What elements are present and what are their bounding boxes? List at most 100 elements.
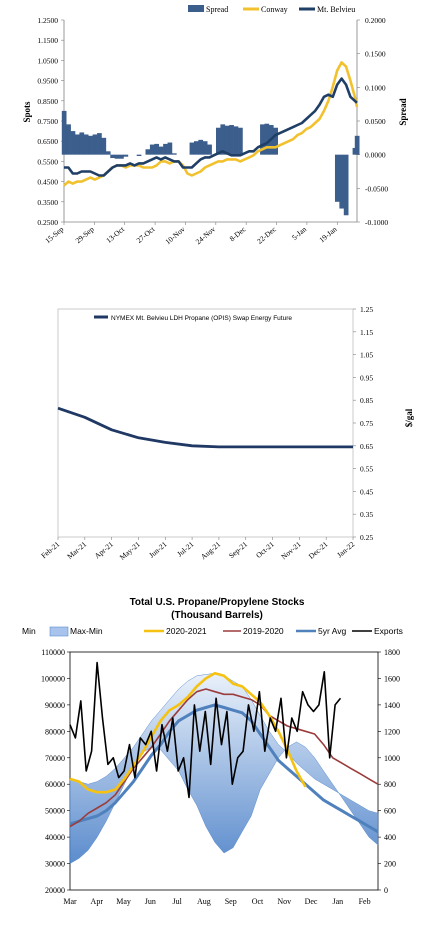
legend-label-exports: Exports bbox=[374, 626, 403, 636]
spread-bar bbox=[339, 154, 345, 209]
chart1-ytick-right-label: 0.1500 bbox=[365, 50, 386, 59]
chart2-ytick-label: 1.25 bbox=[360, 305, 373, 314]
spread-bar bbox=[264, 123, 270, 155]
spread-bar bbox=[123, 154, 129, 157]
spread-bar bbox=[149, 144, 155, 155]
chart3-ytick-right-label: 1600 bbox=[384, 674, 400, 683]
spread-bar bbox=[114, 154, 120, 159]
mt-belvieu-line bbox=[64, 77, 358, 177]
chart2-xtick-label: Feb-21 bbox=[39, 539, 61, 560]
spread-bar bbox=[229, 125, 234, 155]
spread-bar bbox=[189, 142, 195, 155]
chart3-ytick-left-label: 50000 bbox=[45, 807, 65, 816]
chart1-ytick-left-label: 0.9500 bbox=[37, 77, 58, 86]
chart1-ytick-right-label: 0.1000 bbox=[365, 83, 386, 92]
chart3-xtick-label: Nov bbox=[277, 897, 291, 906]
chart3-legend: Min Max-Min 2020-2021 2019-2020 5yr Avg … bbox=[22, 626, 403, 637]
chart2-xtick-label: Sep-21 bbox=[227, 539, 249, 560]
chart3-ytick-left-label: 80000 bbox=[45, 727, 65, 736]
spread-bar bbox=[105, 151, 111, 155]
chart2-ytick-label: 1.15 bbox=[360, 328, 373, 337]
chart3-frame bbox=[69, 651, 379, 891]
chart2-ytick-label: 0.85 bbox=[360, 396, 373, 405]
chart1-ytick-left-label: 0.3500 bbox=[37, 198, 58, 207]
chart3-xtick-label: Jan bbox=[332, 897, 343, 906]
spread-bar bbox=[88, 135, 93, 155]
spread-bar bbox=[101, 137, 107, 155]
chart1-ytick-right-label: -0.1000 bbox=[365, 218, 388, 227]
legend-label-spread: Spread bbox=[206, 5, 228, 14]
chart2-xtick-label: Jan-22 bbox=[335, 539, 356, 559]
chart1-xtick-label: 19-Jan bbox=[317, 224, 338, 244]
spread-bar bbox=[193, 141, 199, 155]
five-yr-avg-line bbox=[69, 703, 379, 834]
y2020-2021-line bbox=[69, 671, 307, 794]
chart2-xtick-label: May-21 bbox=[118, 539, 142, 561]
legend-label-swap: NYMEX Mt. Belvieu LDH Propane (OPIS) Swa… bbox=[111, 315, 292, 322]
spread-bar bbox=[171, 153, 177, 155]
chart2-xtick-label: Jun-21 bbox=[147, 539, 169, 559]
spread-bar bbox=[216, 127, 221, 155]
chart3-xtick-label: May bbox=[116, 897, 131, 906]
legend-swatch-spread bbox=[188, 5, 204, 12]
spread-bar bbox=[198, 139, 204, 155]
chart3-ytick-right-label: 800 bbox=[384, 780, 396, 789]
spread-bar bbox=[163, 143, 168, 155]
chart1-xtick-label: 29-Sep bbox=[74, 224, 96, 245]
legend-swatch-maxmin bbox=[49, 626, 69, 637]
chart3-xtick-label: Apr bbox=[91, 897, 104, 906]
spread-bar bbox=[167, 142, 173, 155]
chart3-ytick-left-label: 110000 bbox=[41, 648, 65, 657]
legend-label-belvieu: Mt. Belvieu bbox=[317, 5, 355, 14]
chart1-xtick-label: 27-Oct bbox=[135, 224, 157, 245]
exports-line bbox=[69, 661, 342, 799]
chart1-ytick-left-label: 0.2500 bbox=[37, 218, 58, 227]
spread-bar bbox=[66, 124, 71, 155]
spread-bar bbox=[145, 149, 151, 155]
chart1-ytick-left-label: 0.4500 bbox=[37, 178, 58, 187]
chart1-ytick-left-label: 0.5500 bbox=[37, 157, 58, 166]
legend-label-maxmin: Max-Min bbox=[70, 626, 103, 636]
chart3-ytick-left-label: 40000 bbox=[45, 833, 65, 842]
chart1-xtick-label: 22-Dec bbox=[255, 224, 278, 246]
chart3-ytick-right-label: 1000 bbox=[384, 754, 400, 763]
legend-label-2020: 2019-2020 bbox=[243, 626, 284, 636]
spread-bar bbox=[97, 133, 102, 155]
chart3-xtick-label: Sep bbox=[225, 897, 237, 906]
chart1-ylabel-left: Spots bbox=[22, 101, 32, 123]
chart3-ytick-right-label: 400 bbox=[384, 833, 396, 842]
chart1-legend: Spread Conway Mt. Belvieu bbox=[188, 5, 355, 14]
spread-bar bbox=[75, 134, 80, 155]
spread-bar bbox=[119, 154, 124, 159]
chart3-ytick-left-label: 90000 bbox=[45, 701, 65, 710]
chart3-xtick-label: Mar bbox=[63, 897, 77, 906]
chart2-ytick-label: 0.45 bbox=[360, 487, 373, 496]
chart3-ytick-right-label: 200 bbox=[384, 860, 396, 869]
legend-label-avg: 5yr Avg bbox=[318, 626, 346, 636]
chart1-ytick-right-label: 0.0000 bbox=[365, 151, 386, 160]
chart3-ytick-right-label: 1200 bbox=[384, 727, 400, 736]
chart1-ytick-left-label: 0.8500 bbox=[37, 97, 58, 106]
chart3-ytick-right-label: 1800 bbox=[384, 648, 400, 657]
spread-bar bbox=[154, 143, 160, 155]
chart1-xtick-label: 15-Sep bbox=[43, 224, 65, 245]
chart2-ytick-label: 0.35 bbox=[360, 510, 373, 519]
chart2-ytick-label: 0.95 bbox=[360, 373, 373, 382]
chart1-ytick-right-label: 0.0500 bbox=[365, 117, 386, 126]
chart1-ytick-right-label: -0.0500 bbox=[365, 184, 388, 193]
chart3-ytick-left-label: 100000 bbox=[41, 674, 65, 683]
chart2-ytick-label: 0.65 bbox=[360, 442, 373, 451]
chart2-xtick-label: Aug-21 bbox=[199, 539, 223, 561]
chart2-xtick-label: Dec-21 bbox=[307, 539, 330, 560]
conway-line bbox=[63, 61, 359, 187]
spread-bar bbox=[220, 124, 226, 155]
chart2-frame bbox=[57, 308, 354, 538]
chart2-ylabel: $/gal bbox=[404, 408, 414, 427]
chart2-xtick-label: Jul-21 bbox=[175, 539, 195, 558]
spread-bar bbox=[79, 132, 85, 155]
spread-bar bbox=[273, 127, 278, 155]
spread-bar bbox=[238, 127, 243, 155]
spread-bar bbox=[70, 131, 76, 155]
spread-bar bbox=[334, 154, 340, 202]
